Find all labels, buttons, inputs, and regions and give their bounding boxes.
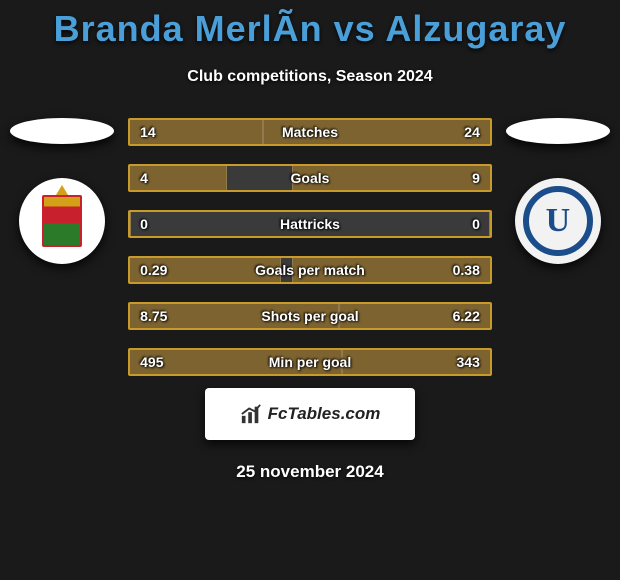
stat-value-left: 0 <box>140 216 148 232</box>
stat-label: Goals per match <box>255 262 365 278</box>
stat-row: 8.75 Shots per goal 6.22 <box>128 302 492 330</box>
right-player-col: U <box>504 118 612 264</box>
page-title: Branda MerlÃ­n vs Alzugaray <box>0 8 620 50</box>
stat-label: Matches <box>282 124 338 140</box>
stat-row: 14 Matches 24 <box>128 118 492 146</box>
left-player-col <box>8 118 116 264</box>
stat-value-right: 0.38 <box>453 262 480 278</box>
stat-value-right: 0 <box>472 216 480 232</box>
stat-value-left: 0.29 <box>140 262 167 278</box>
stat-value-right: 343 <box>457 354 480 370</box>
left-photo-placeholder <box>10 118 114 144</box>
main-row: 14 Matches 24 4 Goals 9 0 Hattricks 0 0.29 Goals p… <box>0 118 620 376</box>
right-photo-placeholder <box>506 118 610 144</box>
date-label: 25 november 2024 <box>0 462 620 482</box>
shield-icon <box>42 195 82 247</box>
stat-value-left: 4 <box>140 170 148 186</box>
stat-value-left: 14 <box>140 124 156 140</box>
subtitle: Club competitions, Season 2024 <box>0 68 620 86</box>
stat-label: Hattricks <box>280 216 340 232</box>
stat-fill-right <box>489 212 490 236</box>
stat-value-right: 24 <box>464 124 480 140</box>
stat-value-left: 8.75 <box>140 308 167 324</box>
stat-value-right: 6.22 <box>453 308 480 324</box>
brand-text: FcTables.com <box>268 404 381 424</box>
stat-row: 4 Goals 9 <box>128 164 492 192</box>
chart-icon <box>240 403 262 425</box>
crest-letter: U <box>523 186 593 256</box>
stat-label: Goals <box>291 170 330 186</box>
stat-label: Min per goal <box>269 354 351 370</box>
left-club-crest <box>19 178 105 264</box>
comparison-card: Branda MerlÃ­n vs Alzugaray Club competi… <box>0 0 620 482</box>
stat-row: 0 Hattricks 0 <box>128 210 492 238</box>
stat-label: Shots per goal <box>261 308 358 324</box>
stat-value-left: 495 <box>140 354 163 370</box>
right-club-crest: U <box>515 178 601 264</box>
brand-badge[interactable]: FcTables.com <box>205 388 415 440</box>
stat-value-right: 9 <box>472 170 480 186</box>
stat-row: 0.29 Goals per match 0.38 <box>128 256 492 284</box>
stat-row: 495 Min per goal 343 <box>128 348 492 376</box>
stat-fill-left <box>130 212 131 236</box>
stats-table: 14 Matches 24 4 Goals 9 0 Hattricks 0 0.29 Goals p… <box>128 118 492 376</box>
